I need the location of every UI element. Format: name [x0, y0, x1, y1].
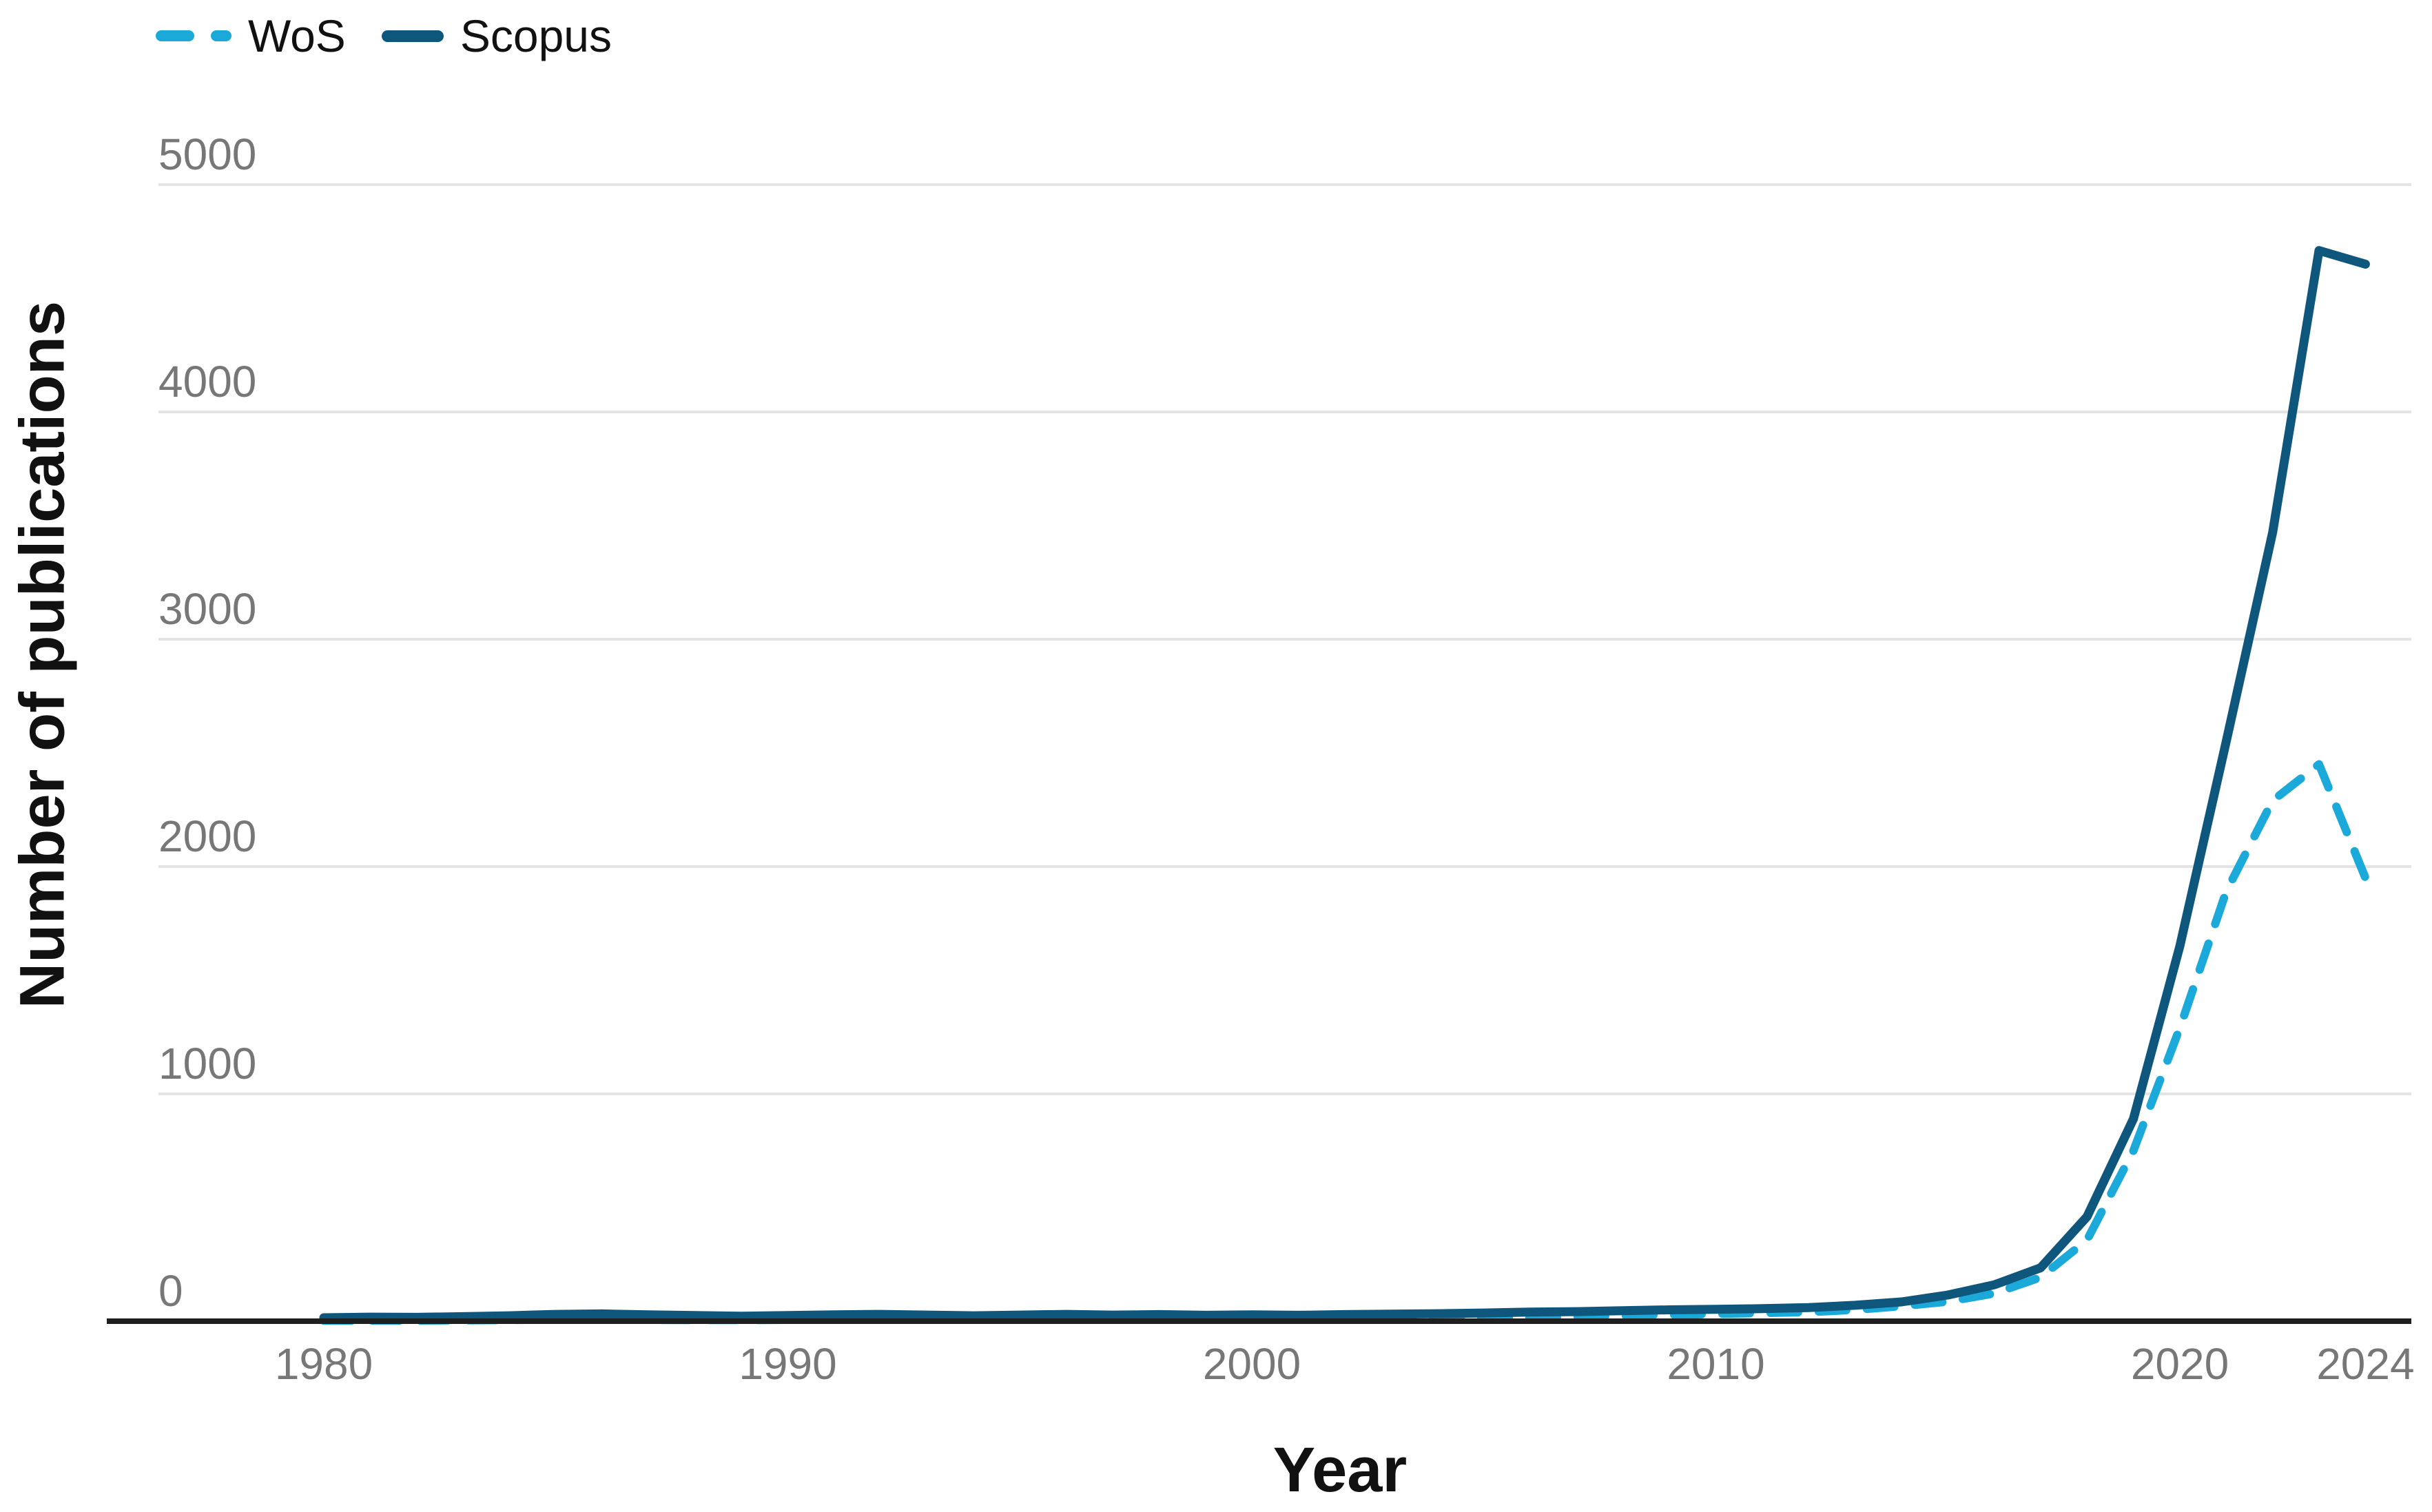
legend-item-wos: WoS	[156, 10, 346, 62]
y-axis-title: Number of publications	[7, 300, 78, 1009]
x-tick-label: 1990	[739, 1339, 836, 1389]
y-tick-label: 4000	[158, 357, 256, 406]
legend-item-scopus: Scopus	[381, 10, 612, 62]
scopus-solid-line-swatch	[381, 30, 444, 42]
y-tick-label: 2000	[158, 811, 256, 861]
y-tick-label: 0	[158, 1266, 183, 1316]
y-tick-label: 1000	[158, 1039, 256, 1088]
wos-dashed-line-swatch	[156, 30, 231, 41]
x-tick-label: 2000	[1203, 1339, 1301, 1389]
series-line-wos	[320, 760, 2370, 1325]
legend-label-wos: WoS	[248, 10, 346, 61]
x-tick-label: 2024	[2316, 1339, 2414, 1389]
y-tick-label: 3000	[158, 584, 256, 634]
legend-label-scopus: Scopus	[460, 10, 612, 61]
x-axis-title: Year	[1272, 1435, 1408, 1505]
x-tick-label: 2010	[1667, 1339, 1764, 1389]
chart-legend: WoS Scopus	[156, 10, 612, 62]
x-tick-label: 2020	[2131, 1339, 2229, 1389]
y-tick-label: 5000	[158, 130, 256, 179]
series-line-scopus	[319, 246, 2370, 1323]
x-tick-label: 1980	[275, 1339, 373, 1389]
